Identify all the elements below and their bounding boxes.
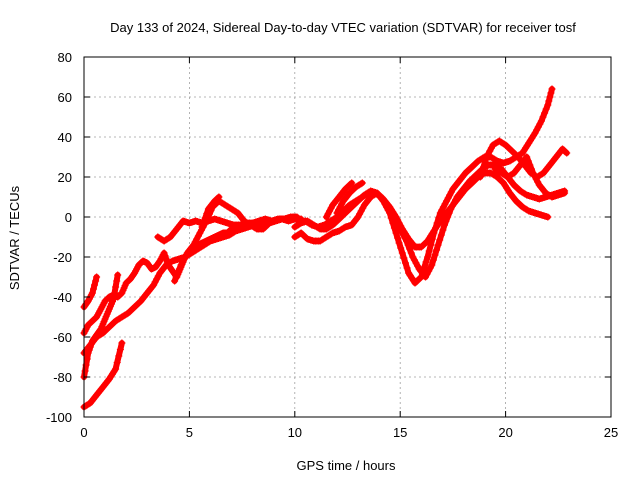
series-track-l: [322, 179, 356, 221]
x-axis-label: GPS time / hours: [297, 458, 396, 473]
y-tick-label: 0: [65, 210, 72, 225]
x-tick-label: 5: [186, 425, 193, 440]
x-tick-label: 20: [498, 425, 512, 440]
series-track-i: [291, 85, 556, 287]
x-tick-label: 15: [393, 425, 407, 440]
y-axis-label: SDTVAR / TECUs: [7, 185, 22, 290]
plus-markers: [491, 153, 569, 201]
y-tick-label: 60: [58, 90, 72, 105]
plus-markers: [198, 193, 223, 231]
y-tick-label: -100: [46, 410, 72, 425]
plot-frame: [83, 56, 612, 418]
plus-markers: [171, 197, 305, 285]
chart-title: Day 133 of 2024, Sidereal Day-to-day VTE…: [110, 20, 576, 35]
x-tick-label: 0: [80, 425, 87, 440]
axis-ticks: [83, 56, 612, 418]
series-track-d: [80, 273, 101, 311]
series-track-m: [333, 179, 366, 217]
series-track-g: [171, 197, 305, 285]
data-series: [80, 85, 571, 411]
tick-labels: 0 5 10 15 20 25 -100 -80 -60 -40 -20 0 20 40 60 80: [46, 50, 618, 440]
series-track-h: [198, 193, 223, 231]
y-tick-label: -40: [53, 290, 72, 305]
series-track-n: [476, 137, 571, 181]
x-tick-label: 10: [288, 425, 302, 440]
y-tick-label: 20: [58, 170, 72, 185]
y-tick-label: -80: [53, 370, 72, 385]
plus-markers: [322, 179, 356, 221]
y-tick-label: 80: [58, 50, 72, 65]
y-tick-label: 40: [58, 130, 72, 145]
plus-markers: [333, 179, 366, 217]
series-track-o: [491, 153, 569, 201]
y-tick-label: -20: [53, 250, 72, 265]
y-tick-label: -60: [53, 330, 72, 345]
x-tick-label: 25: [604, 425, 618, 440]
